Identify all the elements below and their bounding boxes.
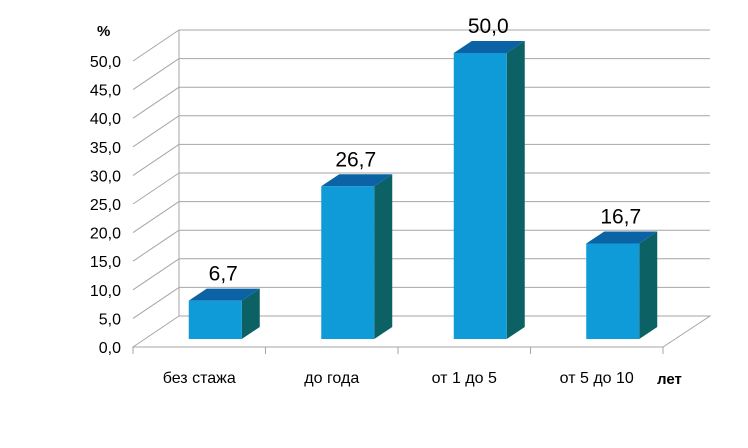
grid-line-diagonal: [132, 258, 180, 291]
x-category-label: от 5 до 10: [560, 370, 634, 387]
bar-front: [453, 53, 507, 339]
grid-line-diagonal: [132, 143, 180, 176]
grid-lines: [131, 29, 712, 354]
y-tick-label: 50,0: [90, 54, 121, 71]
floor: [131, 315, 712, 348]
data-label: 26,7: [335, 148, 376, 171]
y-axis-ticks: 0,0 5,0 10,0 15,0 20,0 25,0 30,0 35,0 40,0 45,0 50…: [90, 54, 121, 357]
bar-side: [374, 174, 393, 339]
bar-front: [188, 300, 242, 339]
data-label: 6,7: [209, 263, 238, 286]
bar-side: [506, 41, 525, 339]
grid-line-diagonal: [132, 58, 180, 91]
bar: [321, 174, 393, 339]
grid-line-diagonal: [132, 286, 180, 319]
y-tick-label: 45,0: [90, 83, 121, 100]
y-tick-label: 30,0: [90, 168, 121, 185]
y-tick-label: 0,0: [99, 340, 121, 357]
bar-front: [321, 186, 375, 339]
bar-side: [639, 231, 658, 339]
y-tick-label: 15,0: [90, 254, 121, 271]
grid-line-diagonal: [132, 29, 180, 62]
x-category-label: до года: [304, 370, 359, 387]
x-axis-label: лет: [657, 371, 682, 388]
bar: [188, 288, 260, 339]
bar-top: [188, 288, 260, 301]
bar: [586, 231, 658, 339]
x-axis-categories: без стажа до года от 1 до 5 от 5 до 10: [163, 370, 634, 387]
grid-line-diagonal: [132, 201, 180, 234]
y-axis-label: %: [97, 23, 110, 40]
bar-top: [321, 174, 393, 187]
grid-line-diagonal: [132, 115, 180, 148]
data-labels: 6,7 26,7 50,0 16,7: [209, 15, 642, 286]
x-category-label: без стажа: [163, 370, 236, 387]
bar-side: [241, 288, 260, 339]
y-tick-label: 10,0: [90, 283, 121, 300]
data-label: 16,7: [600, 205, 641, 228]
y-tick-label: 35,0: [90, 140, 121, 157]
data-label: 50,0: [468, 15, 509, 38]
grid-line-diagonal: [132, 229, 180, 262]
bar-front: [586, 243, 640, 339]
y-tick-label: 5,0: [99, 311, 121, 328]
bar-top: [586, 231, 658, 244]
bar-top: [453, 41, 525, 53]
y-tick-label: 25,0: [90, 197, 121, 214]
grid-line-diagonal: [132, 86, 180, 119]
bar: [453, 41, 525, 339]
bars: [188, 41, 658, 339]
grid-line-diagonal: [132, 172, 180, 205]
y-tick-label: 20,0: [90, 226, 121, 243]
y-tick-label: 40,0: [90, 111, 121, 128]
x-category-label: от 1 до 5: [432, 370, 497, 387]
